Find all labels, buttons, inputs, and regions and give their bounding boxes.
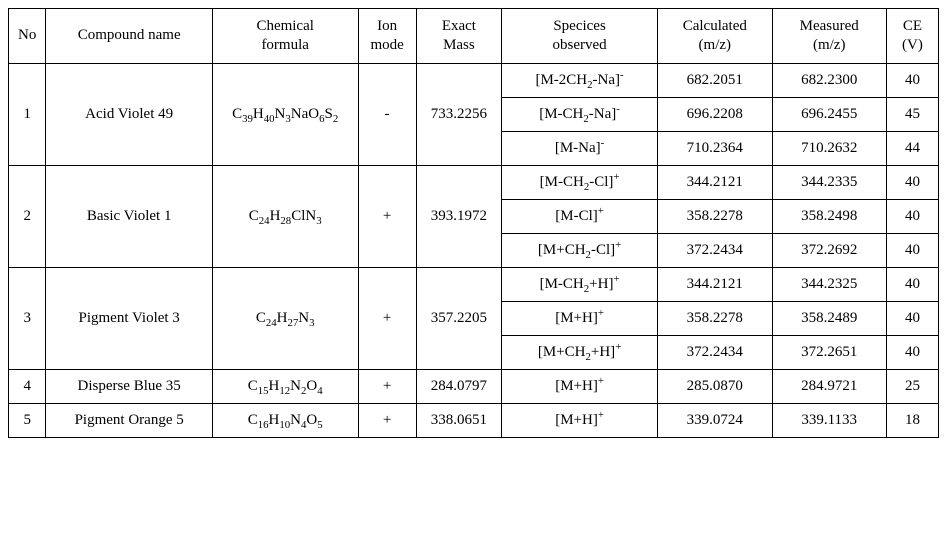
cell-species: [M-2CH2-Na]- [502, 63, 658, 97]
col-ce: CE(V) [886, 9, 938, 64]
table-row: 3Pigment Violet 3C24H27N3+357.2205[M-CH2… [9, 267, 939, 301]
col-calc: Calculated(m/z) [658, 9, 772, 64]
cell-ion-mode: + [358, 165, 416, 267]
cell-measured: 372.2651 [772, 335, 886, 369]
cell-ion-mode: + [358, 267, 416, 369]
cell-ion-mode: + [358, 403, 416, 437]
cell-calculated: 710.2364 [658, 131, 772, 165]
cell-no: 3 [9, 267, 46, 369]
cell-measured: 344.2335 [772, 165, 886, 199]
cell-calculated: 372.2434 [658, 233, 772, 267]
cell-species: [M+CH2+H]+ [502, 335, 658, 369]
cell-ion-mode: + [358, 369, 416, 403]
cell-species: [M-Cl]+ [502, 199, 658, 233]
cell-species: [M-CH2-Cl]+ [502, 165, 658, 199]
col-no: No [9, 9, 46, 64]
cell-ce: 45 [886, 97, 938, 131]
cell-compound-name: Acid Violet 49 [46, 63, 212, 165]
table-row: 1Acid Violet 49C39H40N3NaO6S2-733.2256[M… [9, 63, 939, 97]
cell-calculated: 344.2121 [658, 267, 772, 301]
table-header-row: No Compound name Chemicalformula Ionmode… [9, 9, 939, 64]
table-row: 2Basic Violet 1C24H28ClN3+393.1972[M-CH2… [9, 165, 939, 199]
cell-species: [M-CH2-Na]- [502, 97, 658, 131]
mass-spec-table: No Compound name Chemicalformula Ionmode… [8, 8, 939, 438]
cell-ion-mode: - [358, 63, 416, 165]
cell-formula: C24H27N3 [212, 267, 358, 369]
cell-measured: 339.1133 [772, 403, 886, 437]
cell-ce: 40 [886, 301, 938, 335]
cell-ce: 44 [886, 131, 938, 165]
cell-compound-name: Pigment Violet 3 [46, 267, 212, 369]
table-row: 5Pigment Orange 5C16H10N4O5+338.0651[M+H… [9, 403, 939, 437]
cell-ce: 40 [886, 165, 938, 199]
cell-formula: C15H12N2O4 [212, 369, 358, 403]
cell-species: [M+CH2-Cl]+ [502, 233, 658, 267]
cell-ce: 40 [886, 267, 938, 301]
cell-species: [M+H]+ [502, 403, 658, 437]
cell-ce: 18 [886, 403, 938, 437]
cell-no: 5 [9, 403, 46, 437]
cell-calculated: 372.2434 [658, 335, 772, 369]
cell-measured: 710.2632 [772, 131, 886, 165]
cell-exact-mass: 357.2205 [416, 267, 501, 369]
cell-compound-name: Disperse Blue 35 [46, 369, 212, 403]
col-species: Specicesobserved [502, 9, 658, 64]
cell-measured: 284.9721 [772, 369, 886, 403]
cell-ce: 40 [886, 233, 938, 267]
col-name: Compound name [46, 9, 212, 64]
cell-species: [M+H]+ [502, 301, 658, 335]
col-ion: Ionmode [358, 9, 416, 64]
cell-calculated: 339.0724 [658, 403, 772, 437]
cell-measured: 696.2455 [772, 97, 886, 131]
cell-ce: 40 [886, 335, 938, 369]
col-mass: ExactMass [416, 9, 501, 64]
cell-no: 2 [9, 165, 46, 267]
cell-calculated: 344.2121 [658, 165, 772, 199]
cell-compound-name: Basic Violet 1 [46, 165, 212, 267]
cell-ce: 40 [886, 199, 938, 233]
cell-calculated: 696.2208 [658, 97, 772, 131]
col-meas: Measured(m/z) [772, 9, 886, 64]
cell-no: 1 [9, 63, 46, 165]
cell-ce: 25 [886, 369, 938, 403]
cell-species: [M-Na]- [502, 131, 658, 165]
cell-ce: 40 [886, 63, 938, 97]
cell-calculated: 285.0870 [658, 369, 772, 403]
cell-formula: C16H10N4O5 [212, 403, 358, 437]
cell-no: 4 [9, 369, 46, 403]
cell-formula: C39H40N3NaO6S2 [212, 63, 358, 165]
table-row: 4Disperse Blue 35C15H12N2O4+284.0797[M+H… [9, 369, 939, 403]
cell-measured: 344.2325 [772, 267, 886, 301]
cell-exact-mass: 393.1972 [416, 165, 501, 267]
cell-measured: 358.2498 [772, 199, 886, 233]
cell-measured: 682.2300 [772, 63, 886, 97]
cell-exact-mass: 338.0651 [416, 403, 501, 437]
col-formula: Chemicalformula [212, 9, 358, 64]
cell-species: [M-CH2+H]+ [502, 267, 658, 301]
cell-species: [M+H]+ [502, 369, 658, 403]
cell-formula: C24H28ClN3 [212, 165, 358, 267]
cell-measured: 358.2489 [772, 301, 886, 335]
cell-calculated: 358.2278 [658, 199, 772, 233]
cell-compound-name: Pigment Orange 5 [46, 403, 212, 437]
cell-calculated: 358.2278 [658, 301, 772, 335]
cell-measured: 372.2692 [772, 233, 886, 267]
cell-exact-mass: 284.0797 [416, 369, 501, 403]
cell-calculated: 682.2051 [658, 63, 772, 97]
cell-exact-mass: 733.2256 [416, 63, 501, 165]
